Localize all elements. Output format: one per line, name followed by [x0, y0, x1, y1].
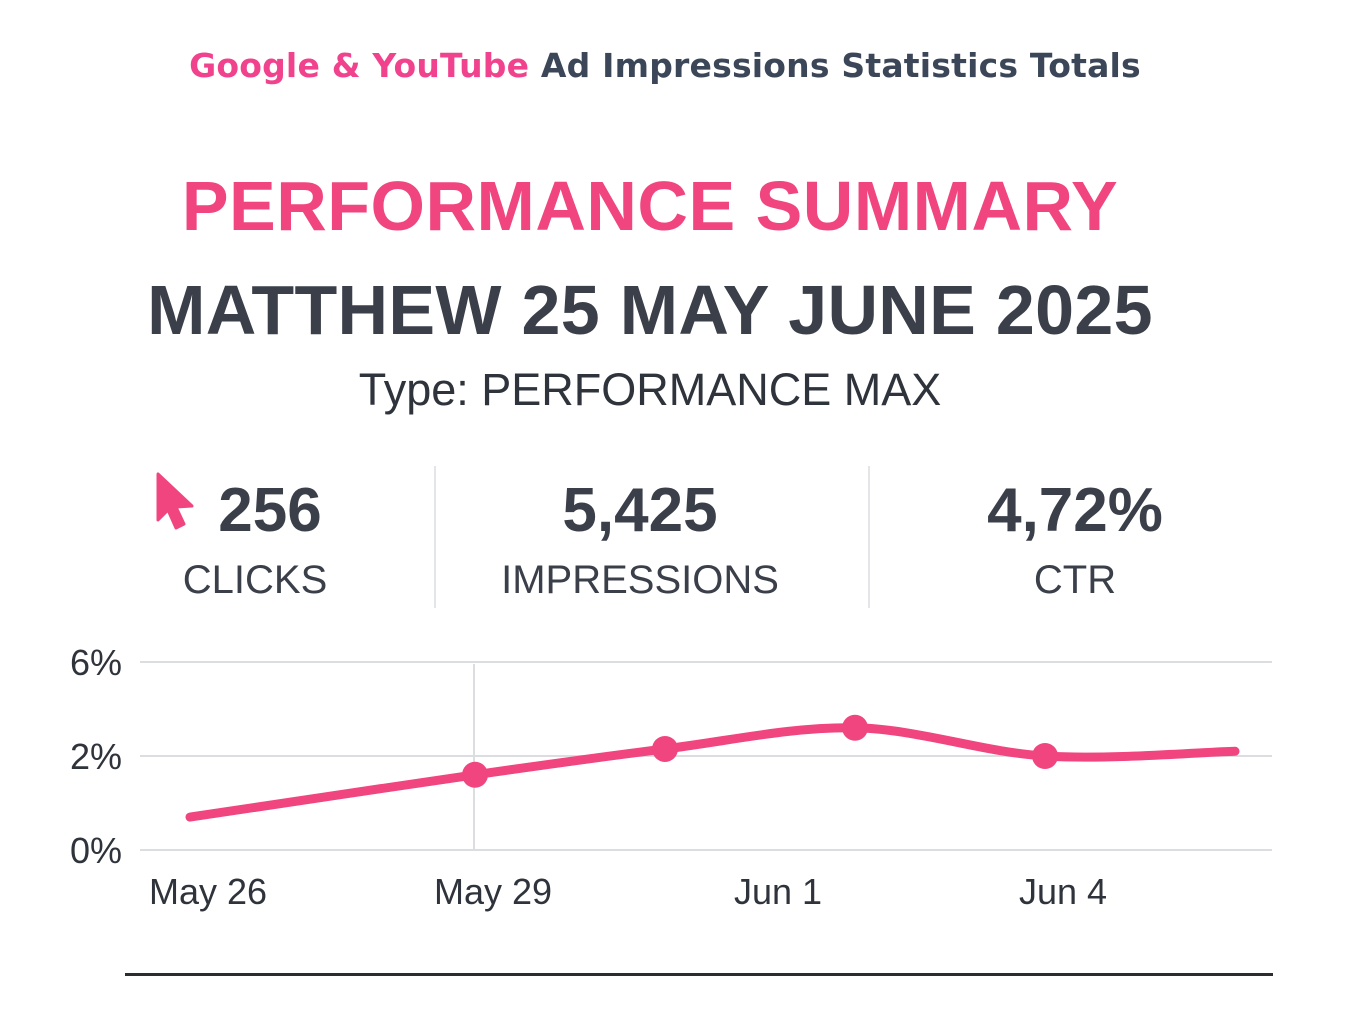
ctr-label: CTR: [1033, 558, 1117, 602]
ctr-line-chart: 0% 2% 6% May 26 May 29 Jun 1 Jun 4: [70, 642, 1272, 912]
page-header-title: Google & YouTube Ad Impressions Statisti…: [0, 46, 1330, 85]
x-tick-label: Jun 4: [1019, 871, 1107, 912]
data-point: [1032, 743, 1058, 769]
stat-divider: [434, 466, 436, 608]
y-tick-label: 0%: [70, 830, 122, 871]
cursor-arrow-icon: [156, 472, 194, 530]
clicks-label: CLICKS: [182, 558, 328, 602]
bottom-divider: [125, 973, 1273, 976]
y-tick-label: 2%: [70, 736, 122, 777]
stat-impressions: 5,425 IMPRESSIONS: [480, 474, 800, 602]
impressions-label: IMPRESSIONS: [501, 558, 779, 602]
x-tick-label: May 26: [149, 871, 267, 912]
stat-ctr: 4,72% CTR: [930, 474, 1220, 602]
header-brand-text: Google & YouTube: [189, 46, 530, 85]
x-tick-label: Jun 1: [734, 871, 822, 912]
ctr-value: 4,72%: [987, 476, 1163, 545]
data-point: [842, 714, 868, 741]
summary-subtitle: MATTHEW 25 MAY JUNE 2025: [147, 271, 1153, 349]
impressions-value: 5,425: [562, 476, 718, 545]
data-point: [462, 761, 488, 788]
stat-clicks: 256 CLICKS: [150, 474, 360, 602]
ctr-series-line: [185, 723, 1240, 822]
data-point: [652, 735, 678, 762]
clicks-value: 256: [218, 476, 322, 545]
stat-divider: [868, 466, 870, 608]
x-tick-label: May 29: [434, 871, 552, 912]
header-rest-text: Ad Impressions Statistics Totals: [540, 46, 1141, 85]
y-tick-label: 6%: [70, 642, 122, 683]
campaign-type: Type: PERFORMANCE MAX: [358, 364, 942, 415]
summary-title: PERFORMANCE SUMMARY: [181, 167, 1119, 245]
